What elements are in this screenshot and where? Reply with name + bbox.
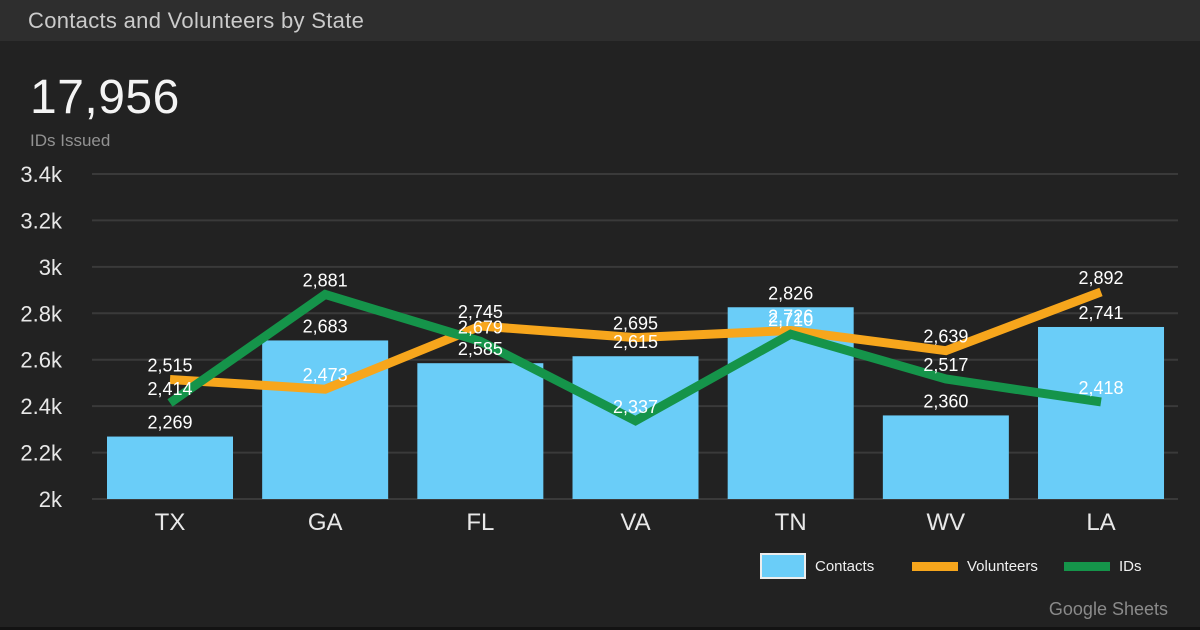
legend-item-volunteers[interactable]: Volunteers <box>912 553 1038 580</box>
ytick-label-2.6k: 2.6k <box>20 348 63 373</box>
bar-FL <box>417 363 544 499</box>
legend-item-contacts[interactable]: Contacts <box>760 553 874 579</box>
data-label-ids-WV: 2,517 <box>923 355 968 375</box>
data-label-contacts-WV: 2,360 <box>923 391 968 411</box>
volunteers-line <box>169 287 1103 394</box>
data-label-ids-TX: 2,414 <box>147 379 192 399</box>
data-label-contacts-VA: 2,615 <box>613 332 658 352</box>
ytick-label-2.4k: 2.4k <box>20 394 63 419</box>
ids-line <box>167 289 1102 426</box>
legend-label-volunteers: Volunteers <box>967 558 1038 575</box>
combo-chart: 2k 2.2k 2.4k 2.6k 2.8k 3k 3.2k 3.4k 2,269 2,683 2,… <box>20 162 1178 536</box>
page-title: Contacts and Volunteers by State <box>28 7 365 33</box>
kpi-block: 17,956 IDs Issued <box>30 70 180 151</box>
kpi-label: IDs Issued <box>30 131 111 150</box>
data-label-volunteers-TN: 2,726 <box>768 306 813 326</box>
data-label-volunteers-TX: 2,515 <box>147 355 192 375</box>
attribution-google-sheets: Google Sheets <box>1048 599 1168 619</box>
bar-LA <box>1038 326 1165 499</box>
xtick-label-FL: FL <box>466 509 494 536</box>
data-label-volunteers-WV: 2,639 <box>923 327 968 347</box>
ytick-label-2k: 2k <box>39 487 63 512</box>
legend-item-ids[interactable]: IDs <box>1064 553 1142 580</box>
contacts-swatch-icon <box>760 553 806 579</box>
ytick-label-3.2k: 3.2k <box>20 208 63 233</box>
data-label-volunteers-FL: 2,745 <box>458 302 503 322</box>
bar-GA <box>262 340 389 499</box>
bar-VA <box>572 356 699 499</box>
xtick-label-GA: GA <box>308 509 343 536</box>
data-label-volunteers-LA: 2,892 <box>1078 268 1123 288</box>
xtick-label-LA: LA <box>1086 509 1115 536</box>
ytick-label-3k: 3k <box>39 255 63 280</box>
data-label-ids-GA: 2,881 <box>303 270 348 290</box>
data-label-contacts-TN: 2,826 <box>768 283 813 303</box>
bar-TX <box>107 436 233 499</box>
data-label-ids-VA: 2,337 <box>613 397 658 417</box>
kpi-value: 17,956 <box>30 71 180 124</box>
legend-label-ids: IDs <box>1119 558 1142 575</box>
data-label-volunteers-VA: 2,695 <box>613 314 658 334</box>
data-label-contacts-FL: 2,585 <box>458 339 503 359</box>
xtick-label-TN: TN <box>775 509 807 536</box>
xtick-label-TX: TX <box>155 509 186 536</box>
data-label-contacts-GA: 2,683 <box>303 316 348 336</box>
window-title-bar: Contacts and Volunteers by State <box>0 0 1200 41</box>
data-label-volunteers-GA: 2,473 <box>303 365 348 385</box>
data-label-ids-TN: 2,710 <box>768 310 813 330</box>
bar-WV <box>882 415 1009 499</box>
data-label-contacts-TX: 2,269 <box>147 413 192 433</box>
volunteers-swatch-icon <box>912 562 958 571</box>
data-label-ids-LA: 2,418 <box>1078 378 1123 398</box>
ytick-label-3.4k: 3.4k <box>20 162 63 187</box>
data-label-ids-FL: 2,679 <box>458 317 503 337</box>
ids-swatch-icon <box>1064 562 1110 571</box>
bottom-border <box>0 627 1200 630</box>
ytick-label-2.2k: 2.2k <box>20 441 63 466</box>
legend-label-contacts: Contacts <box>815 557 875 575</box>
xtick-label-WV: WV <box>927 509 966 536</box>
xtick-label-VA: VA <box>620 509 650 536</box>
data-label-contacts-LA: 2,741 <box>1078 303 1123 323</box>
ytick-label-2.8k: 2.8k <box>20 301 63 326</box>
